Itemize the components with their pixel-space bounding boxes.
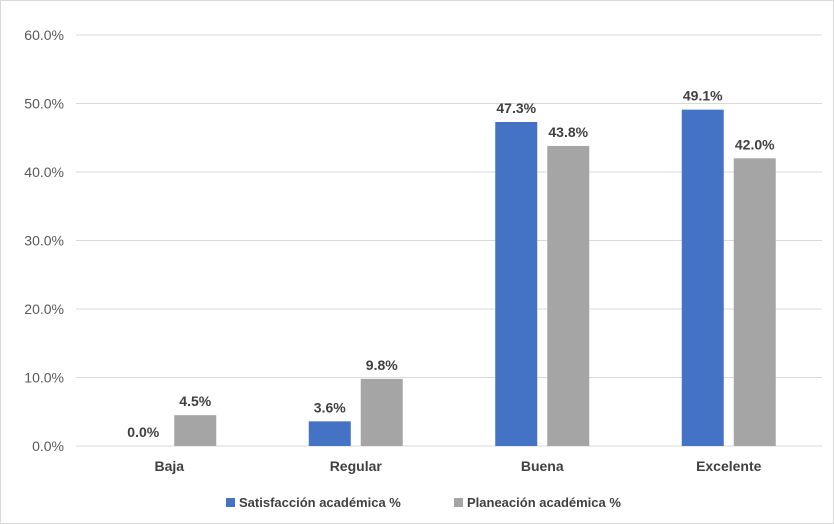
data-label: 0.0% (127, 424, 159, 440)
bar-satisfaccion-buena (495, 121, 538, 447)
legend-swatch (454, 498, 463, 507)
bars (174, 109, 776, 447)
legend-swatch (226, 498, 235, 507)
data-label: 43.8% (548, 124, 588, 140)
data-labels: 0.0% 4.5% 3.6% 9.8% 47.3% 43.8% 49.1% 42.0% (127, 88, 775, 440)
category-labels: Baja Regular Buena Excelente (154, 458, 761, 474)
y-tick-label: 40.0% (24, 164, 64, 180)
bar-planeacion-excelente (733, 158, 776, 447)
data-label: 3.6% (314, 399, 346, 415)
category-label: Baja (154, 458, 184, 474)
y-tick-label: 0.0% (32, 438, 64, 454)
legend: Satisfacción académica % Planeación acadé… (226, 495, 621, 510)
bar-satisfaccion-regular (308, 421, 351, 446)
y-tick-label: 50.0% (24, 96, 64, 112)
category-label: Excelente (696, 458, 762, 474)
bar-planeacion-regular (360, 378, 403, 446)
y-tick-label: 10.0% (24, 370, 64, 386)
data-label: 9.8% (366, 357, 398, 373)
y-axis-tick-labels: 0.0% 10.0% 20.0% 30.0% 40.0% 50.0% 60.0% (24, 27, 64, 454)
bar-planeacion-baja (174, 415, 217, 446)
legend-label: Planeación académica % (467, 495, 621, 510)
category-label: Buena (521, 458, 564, 474)
y-tick-label: 60.0% (24, 27, 64, 43)
y-tick-label: 20.0% (24, 301, 64, 317)
bar-satisfaccion-excelente (681, 109, 724, 446)
category-label: Regular (330, 458, 383, 474)
data-label: 47.3% (496, 100, 536, 116)
data-label: 4.5% (179, 393, 211, 409)
data-label: 42.0% (735, 136, 775, 152)
y-tick-label: 30.0% (24, 233, 64, 249)
legend-label: Satisfacción académica % (239, 495, 401, 510)
bar-planeacion-buena (547, 145, 590, 446)
data-label: 49.1% (683, 88, 723, 104)
